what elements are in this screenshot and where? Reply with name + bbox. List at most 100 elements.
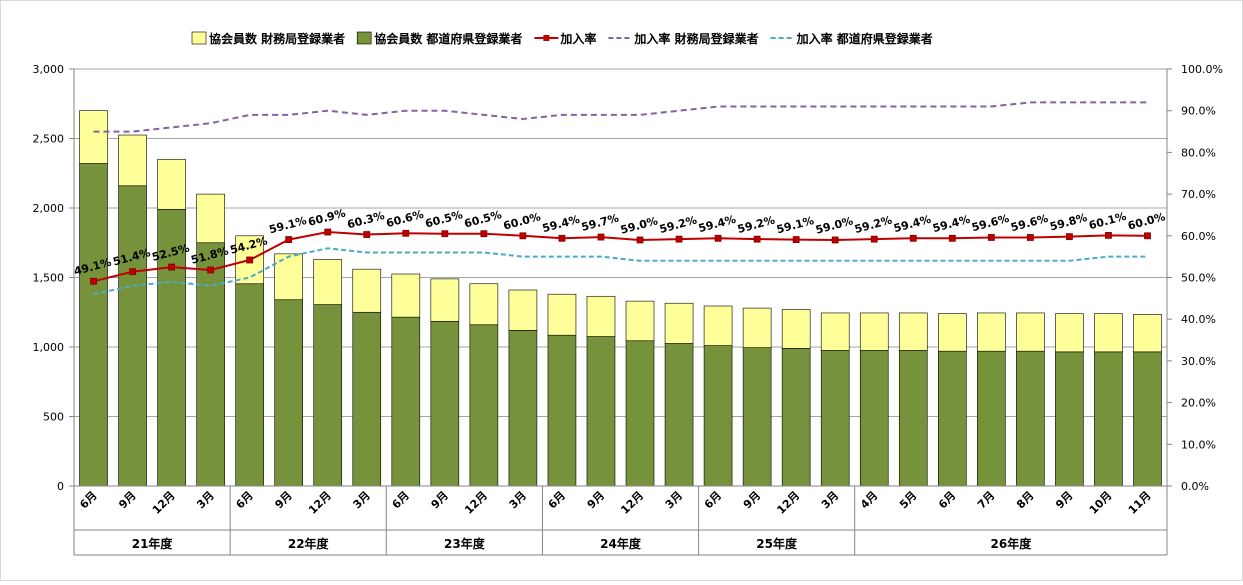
x-tick-label: 9月 <box>585 489 607 511</box>
x-tick-label: 7月 <box>975 489 997 511</box>
bar-prefecture <box>898 350 928 487</box>
x-tick-label: 9月 <box>429 489 451 511</box>
bar-finance-bureau <box>625 300 655 342</box>
join-rate-marker <box>246 256 254 264</box>
y-right-tick-label: 40.0% <box>1181 313 1216 326</box>
legend-swatch <box>191 31 207 45</box>
join-rate-data-label: 59.1% <box>268 214 308 236</box>
bar-finance-bureau <box>352 268 382 313</box>
legend-label: 加入率 都道府県登録業者 <box>796 31 933 46</box>
join-rate-data-label: 59.7% <box>580 211 620 233</box>
x-tick-label: 6月 <box>390 489 412 511</box>
bar-prefecture <box>352 311 382 487</box>
join-rate-marker <box>285 236 293 243</box>
join-rate-data-label: 60.0% <box>1126 210 1166 232</box>
bar-prefecture <box>625 340 655 487</box>
x-group-label: 22年度 <box>288 536 330 551</box>
bar-finance-bureau <box>469 283 499 326</box>
bar-finance-bureau <box>938 313 967 352</box>
join-rate-marker <box>948 234 956 242</box>
bar-prefecture <box>742 347 772 487</box>
bar-prefecture <box>1055 351 1084 487</box>
bar-finance-bureau <box>1094 313 1123 353</box>
legend-label: 加入率 <box>559 31 596 46</box>
bar-prefecture <box>196 242 225 487</box>
y-right-tick-label: 30.0% <box>1181 355 1216 368</box>
bar-prefecture <box>859 350 889 487</box>
bar-finance-bureau <box>1133 314 1162 353</box>
join-rate-data-label: 59.0% <box>619 214 659 236</box>
bar-prefecture <box>977 350 1006 487</box>
y-right-tick-label: 70.0% <box>1181 188 1216 201</box>
join-rate-marker <box>1026 234 1034 241</box>
x-tick-label: 11月 <box>1126 489 1154 517</box>
x-tick-label: 12月 <box>306 489 334 517</box>
x-group-label: 24年度 <box>600 536 642 551</box>
join-rate-data-label: 60.3% <box>346 209 386 231</box>
join-rate-marker <box>324 228 332 236</box>
join-rate-marker <box>597 233 605 241</box>
join-rate-data-label: 59.4% <box>931 213 971 235</box>
bar-prefecture <box>547 334 577 487</box>
x-group-label: 21年度 <box>132 536 174 551</box>
x-tick-label: 12月 <box>618 489 646 517</box>
y-right-tick-label: 50.0% <box>1181 272 1216 285</box>
x-tick-label: 9月 <box>272 489 294 511</box>
bar-finance-bureau <box>703 305 733 346</box>
legend-label: 協会員数 都道府県登録業者 <box>374 31 522 46</box>
bar-prefecture <box>586 336 616 487</box>
legend-swatch <box>356 31 372 45</box>
x-tick-label: 9月 <box>1053 489 1075 511</box>
bar-finance-bureau <box>898 312 928 351</box>
join-rate-marker <box>519 232 527 240</box>
bar-finance-bureau <box>118 134 147 187</box>
join-rate-data-label: 60.6% <box>385 208 425 230</box>
bar-finance-bureau <box>859 312 889 351</box>
bar-prefecture <box>1094 351 1123 487</box>
join-rate-data-label: 59.1% <box>775 214 815 236</box>
join-rate-marker <box>480 230 488 238</box>
x-tick-label: 4月 <box>858 489 880 511</box>
bar-prefecture <box>469 324 499 487</box>
x-tick-label: 6月 <box>702 489 724 511</box>
join-rate-data-label: 59.2% <box>853 214 893 236</box>
legend-label: 協会員数 財務局登録業者 <box>209 31 345 46</box>
y-left-tick-label: 2,000 <box>33 202 65 215</box>
join-rate-marker <box>714 234 722 242</box>
y-left-tick-label: 500 <box>43 411 64 424</box>
x-group-label: 23年度 <box>444 536 486 551</box>
join-rate-marker <box>1144 232 1151 240</box>
join-rate-marker <box>363 231 371 238</box>
bar-finance-bureau <box>235 235 264 285</box>
bar-finance-bureau <box>313 259 343 305</box>
line-join-rate <box>93 230 1148 283</box>
join-rate-marker <box>870 235 878 243</box>
legend-swatch-marker <box>543 35 550 41</box>
x-tick-label: 3月 <box>663 489 685 511</box>
y-right-tick-label: 100.0% <box>1181 63 1223 76</box>
bar-finance-bureau <box>781 309 811 349</box>
x-tick-label: 12月 <box>774 489 802 517</box>
join-rate-data-label: 59.4% <box>541 213 581 235</box>
x-tick-label: 3月 <box>194 489 216 511</box>
join-rate-marker <box>909 234 917 242</box>
join-rate-data-label: 59.8% <box>1048 211 1088 233</box>
y-right-tick-label: 20.0% <box>1181 397 1216 410</box>
join-rate-data-label: 60.9% <box>307 206 347 228</box>
bar-prefecture <box>274 299 303 487</box>
bar-prefecture <box>1016 350 1045 487</box>
join-rate-marker <box>207 266 215 274</box>
y-left-tick-label: 1,500 <box>33 272 65 285</box>
join-rate-data-label: 60.0% <box>502 210 542 232</box>
bar-finance-bureau <box>79 110 108 164</box>
x-tick-label: 3月 <box>507 489 529 511</box>
bar-finance-bureau <box>820 312 850 351</box>
bar-prefecture <box>391 316 421 487</box>
bar-prefecture <box>118 185 147 487</box>
bar-finance-bureau <box>391 273 421 318</box>
bar-finance-bureau <box>1016 312 1045 352</box>
bar-finance-bureau <box>586 295 616 337</box>
y-right-tick-label: 80.0% <box>1181 146 1216 159</box>
